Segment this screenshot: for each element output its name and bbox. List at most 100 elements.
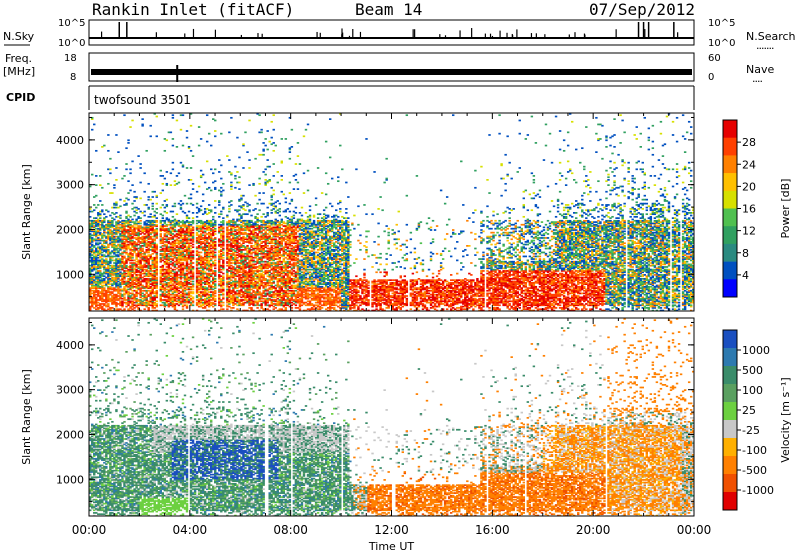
power-cell bbox=[230, 117, 232, 119]
power-cell bbox=[109, 172, 111, 174]
power-cell bbox=[139, 220, 141, 222]
power-cell bbox=[196, 203, 198, 205]
power-cell bbox=[162, 215, 164, 217]
power-cell bbox=[156, 195, 158, 197]
power-cell bbox=[242, 143, 244, 145]
power-cell bbox=[238, 182, 240, 184]
power-cell bbox=[107, 249, 109, 251]
power-cell bbox=[113, 187, 115, 189]
power-cell bbox=[117, 151, 119, 153]
power-cell bbox=[240, 197, 242, 199]
power-cell bbox=[147, 196, 149, 198]
freq-frame bbox=[89, 53, 694, 81]
power-cell bbox=[186, 137, 188, 139]
power-cell bbox=[192, 281, 194, 283]
power-cell bbox=[222, 207, 224, 209]
power-cell bbox=[200, 138, 202, 140]
power-cell bbox=[176, 213, 178, 215]
power-cell bbox=[254, 208, 256, 210]
power-cell bbox=[192, 227, 194, 229]
power-cell bbox=[266, 212, 268, 214]
power-cell bbox=[190, 167, 192, 169]
power-cell bbox=[264, 138, 266, 140]
power-cell bbox=[192, 296, 194, 298]
power-cell bbox=[214, 237, 216, 239]
power-cell bbox=[172, 211, 174, 213]
power-cell bbox=[178, 172, 180, 174]
power-cell bbox=[162, 183, 164, 185]
power-cell bbox=[222, 273, 224, 275]
power-cell bbox=[152, 208, 154, 210]
power-cell bbox=[192, 212, 194, 214]
power-cell bbox=[192, 262, 194, 264]
power-cell bbox=[273, 129, 275, 131]
power-cell bbox=[139, 217, 141, 219]
power-cell bbox=[97, 204, 99, 206]
power-cell bbox=[174, 180, 176, 182]
power-cell bbox=[154, 191, 156, 193]
power-cell bbox=[248, 209, 250, 211]
power-cell bbox=[111, 192, 113, 194]
power-cell bbox=[160, 192, 162, 194]
power-cell bbox=[145, 204, 147, 206]
power-cell bbox=[127, 192, 129, 194]
power-cell bbox=[152, 196, 154, 198]
power-cell bbox=[166, 139, 168, 141]
power-cell bbox=[131, 203, 133, 205]
power-cell bbox=[238, 176, 240, 178]
power-cell bbox=[105, 258, 107, 260]
power-cell bbox=[196, 216, 198, 218]
power-cell bbox=[228, 131, 230, 133]
power-cell bbox=[192, 300, 194, 302]
power-cell bbox=[226, 308, 228, 310]
power-cell bbox=[222, 302, 224, 304]
power-cell bbox=[123, 175, 125, 177]
power-cell bbox=[214, 252, 216, 254]
power-cell bbox=[190, 179, 192, 181]
power-cell bbox=[103, 287, 105, 289]
power-cell bbox=[266, 245, 268, 247]
sky-frame bbox=[89, 20, 694, 45]
power-cell bbox=[103, 145, 105, 147]
power-cell bbox=[135, 196, 137, 198]
power-cell bbox=[260, 129, 262, 131]
power-cell bbox=[164, 178, 166, 180]
power-cell bbox=[232, 219, 234, 221]
power-cell bbox=[214, 212, 216, 214]
power-cell bbox=[135, 212, 137, 214]
power-cell bbox=[156, 135, 158, 137]
power-cell bbox=[131, 184, 133, 186]
power-cell bbox=[166, 199, 168, 201]
power-cell bbox=[109, 158, 111, 160]
power-cell bbox=[176, 146, 178, 148]
power-cell bbox=[186, 304, 188, 306]
power-cell bbox=[236, 171, 238, 173]
power-cell bbox=[99, 270, 101, 272]
power-cell bbox=[192, 271, 194, 273]
power-cell bbox=[222, 248, 224, 250]
power-cell bbox=[266, 159, 268, 161]
power-cell bbox=[214, 135, 216, 137]
power-cell bbox=[115, 212, 117, 214]
power-cell bbox=[258, 114, 260, 116]
power-cell bbox=[154, 215, 156, 217]
power-cell bbox=[230, 188, 232, 190]
power-cell bbox=[271, 137, 273, 139]
power-cell bbox=[210, 209, 212, 211]
power-cell bbox=[129, 216, 131, 218]
power-cell bbox=[238, 157, 240, 159]
sky-noise-panel bbox=[4, 20, 694, 45]
power-cell bbox=[234, 166, 236, 168]
power-cell bbox=[166, 183, 168, 185]
power-cell bbox=[220, 213, 222, 215]
power-cell bbox=[127, 180, 129, 182]
power-cell bbox=[258, 192, 260, 194]
power-cell bbox=[182, 203, 184, 205]
power-cell bbox=[156, 208, 158, 210]
power-cell bbox=[121, 178, 123, 180]
power-cell bbox=[244, 209, 246, 211]
power-cell bbox=[238, 188, 240, 190]
power-cell bbox=[93, 209, 95, 211]
power-cell bbox=[192, 220, 194, 222]
power-cell bbox=[139, 197, 141, 199]
